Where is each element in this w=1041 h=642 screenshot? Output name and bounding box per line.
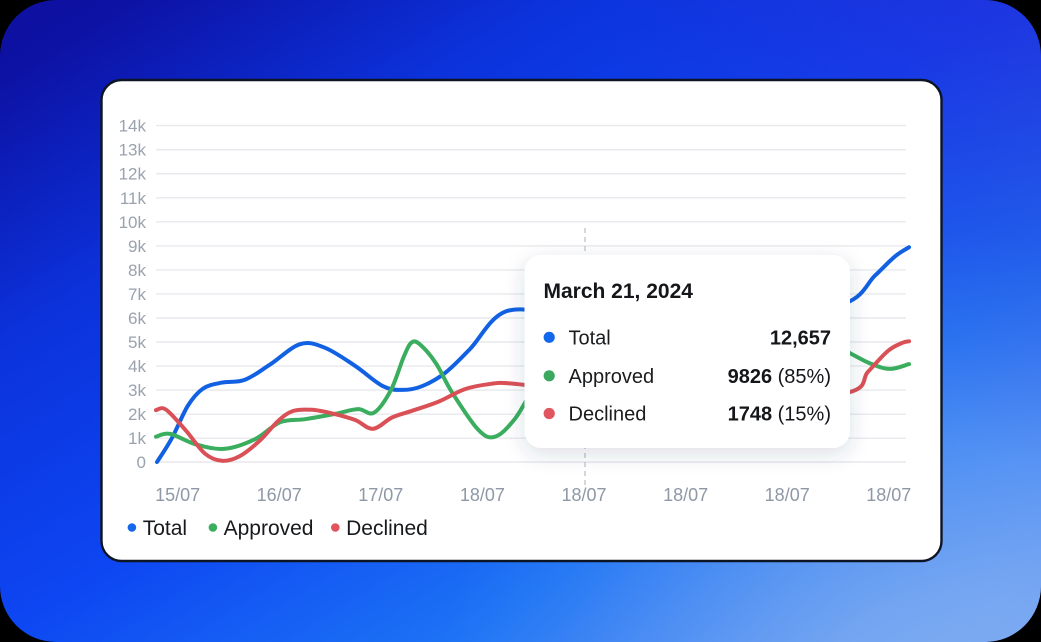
svg-text:Approved: Approved — [569, 366, 655, 388]
svg-text:18/07: 18/07 — [765, 485, 810, 505]
svg-text:6k: 6k — [128, 309, 146, 328]
svg-text:Declined: Declined — [569, 404, 647, 426]
svg-text:16/07: 16/07 — [257, 485, 302, 505]
svg-text:Total: Total — [569, 327, 611, 349]
svg-text:18/07: 18/07 — [866, 485, 911, 505]
svg-text:18/07: 18/07 — [663, 485, 708, 505]
svg-text:14k: 14k — [119, 117, 147, 136]
svg-text:13k: 13k — [119, 141, 147, 160]
svg-text:12,657: 12,657 — [770, 327, 831, 349]
svg-text:12k: 12k — [119, 165, 147, 184]
svg-text:0: 0 — [137, 453, 146, 472]
svg-text:2k: 2k — [128, 405, 146, 424]
svg-text:11k: 11k — [120, 189, 147, 208]
svg-text:March 21, 2024: March 21, 2024 — [544, 280, 694, 303]
svg-text:3k: 3k — [128, 381, 146, 400]
svg-text:4k: 4k — [128, 357, 146, 376]
svg-text:18/07: 18/07 — [460, 485, 505, 505]
svg-text:9826 (85%): 9826 (85%) — [728, 366, 831, 388]
svg-text:Declined: Declined — [346, 517, 428, 540]
svg-text:18/07: 18/07 — [561, 485, 606, 505]
svg-text:7k: 7k — [128, 285, 146, 304]
svg-text:Approved: Approved — [224, 517, 314, 540]
svg-text:Total: Total — [143, 517, 187, 540]
svg-text:1748 (15%): 1748 (15%) — [728, 404, 831, 426]
svg-text:17/07: 17/07 — [358, 485, 403, 505]
svg-text:5k: 5k — [128, 333, 146, 352]
svg-text:8k: 8k — [128, 261, 146, 280]
svg-text:15/07: 15/07 — [155, 485, 200, 505]
svg-text:10k: 10k — [119, 213, 147, 232]
svg-text:1k: 1k — [128, 429, 146, 448]
svg-text:9k: 9k — [128, 237, 146, 256]
